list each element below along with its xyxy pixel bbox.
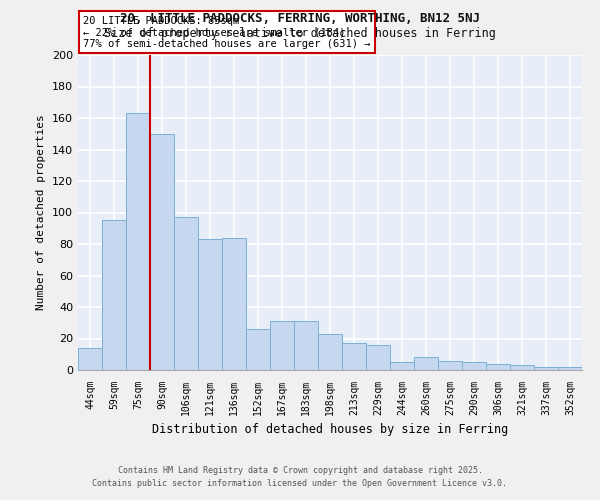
- Bar: [510, 366, 534, 370]
- Bar: [318, 334, 342, 370]
- Bar: [462, 362, 486, 370]
- Bar: [534, 367, 558, 370]
- Bar: [486, 364, 510, 370]
- X-axis label: Distribution of detached houses by size in Ferring: Distribution of detached houses by size …: [152, 424, 508, 436]
- Text: 20 LITTLE PADDOCKS: 83sqm
← 22% of detached houses are smaller (184)
77% of semi: 20 LITTLE PADDOCKS: 83sqm ← 22% of detac…: [83, 16, 371, 48]
- Bar: [246, 329, 270, 370]
- Bar: [78, 348, 102, 370]
- Bar: [390, 362, 414, 370]
- Bar: [270, 321, 294, 370]
- Bar: [342, 343, 366, 370]
- Bar: [126, 114, 150, 370]
- Bar: [222, 238, 246, 370]
- Bar: [198, 240, 222, 370]
- Bar: [102, 220, 126, 370]
- Text: 20, LITTLE PADDOCKS, FERRING, WORTHING, BN12 5NJ: 20, LITTLE PADDOCKS, FERRING, WORTHING, …: [120, 12, 480, 26]
- Text: Contains HM Land Registry data © Crown copyright and database right 2025.
Contai: Contains HM Land Registry data © Crown c…: [92, 466, 508, 487]
- Text: Size of property relative to detached houses in Ferring: Size of property relative to detached ho…: [104, 28, 496, 40]
- Bar: [294, 321, 318, 370]
- Bar: [438, 360, 462, 370]
- Bar: [414, 358, 438, 370]
- Bar: [174, 217, 198, 370]
- Bar: [150, 134, 174, 370]
- Y-axis label: Number of detached properties: Number of detached properties: [37, 114, 46, 310]
- Bar: [558, 367, 582, 370]
- Bar: [366, 345, 390, 370]
